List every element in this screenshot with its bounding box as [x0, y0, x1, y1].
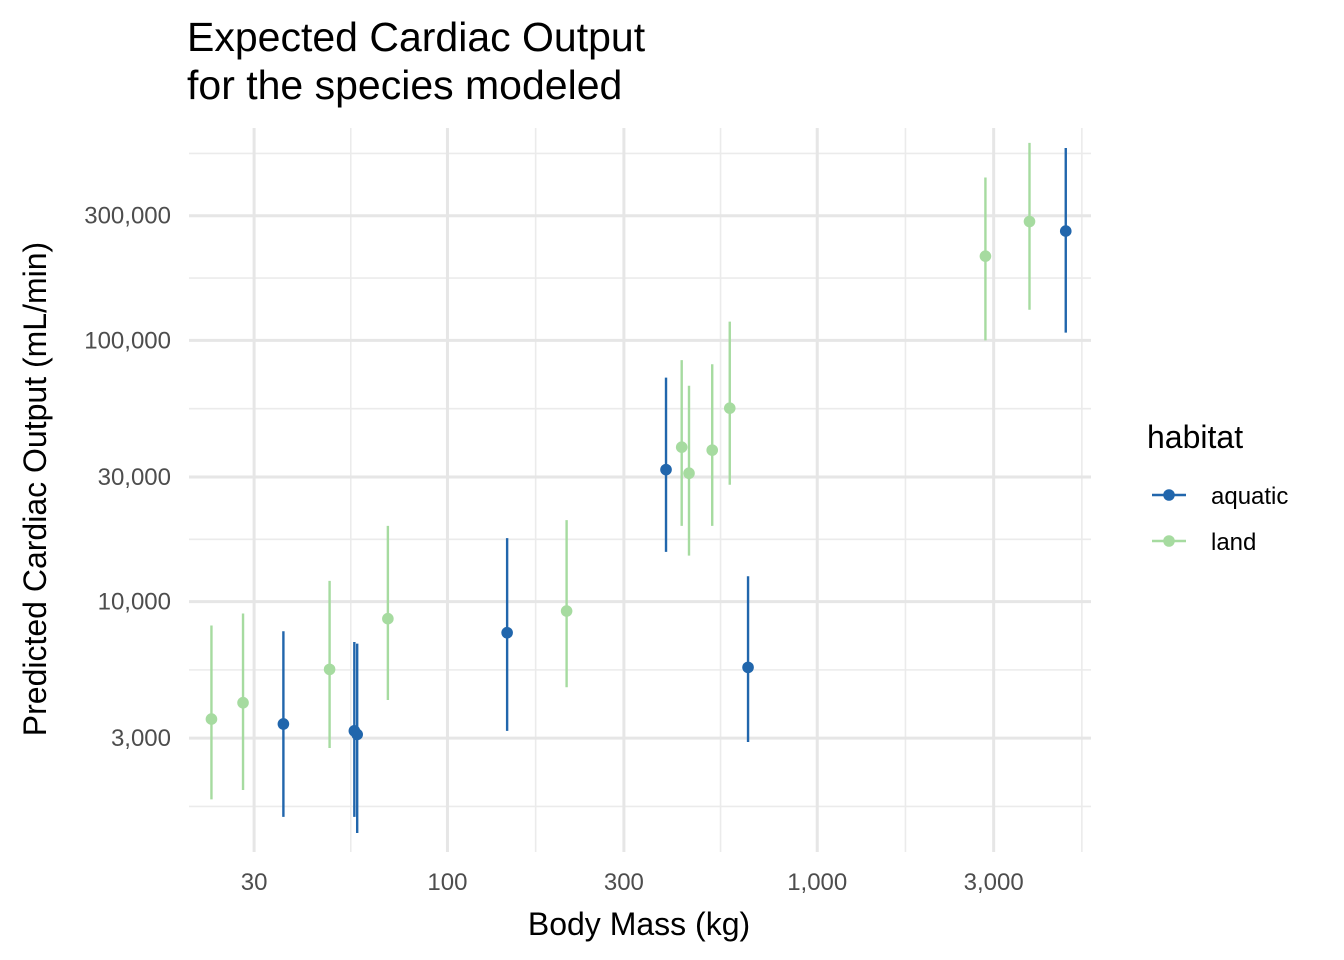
legend: habitat aquatic land — [1147, 419, 1288, 556]
point-land — [706, 444, 719, 456]
point-aquatic — [277, 718, 290, 730]
point-land — [237, 696, 249, 709]
x-tick-labels: 30 100 300 1,000 3,000 — [241, 869, 1024, 896]
data-marks — [205, 142, 1072, 834]
point-land — [323, 663, 336, 676]
point-aquatic — [501, 626, 513, 639]
point-aquatic — [351, 728, 363, 741]
y-axis-title: Predicted Cardiac Output (mL/min) — [17, 242, 53, 736]
x-tick-label: 100 — [427, 869, 467, 896]
x-tick-label: 30 — [241, 869, 268, 896]
point-aquatic — [660, 463, 672, 476]
legend-title: habitat — [1147, 419, 1243, 455]
y-tick-label: 300,000 — [84, 203, 171, 230]
point-land — [683, 467, 695, 480]
y-tick-label: 10,000 — [98, 589, 171, 616]
y-tick-label: 3,000 — [111, 725, 171, 752]
legend-label-land: land — [1211, 529, 1256, 556]
legend-key-point-aquatic — [1163, 489, 1175, 501]
point-land — [1023, 215, 1036, 228]
minor-gridlines — [189, 128, 1091, 852]
x-tick-label: 300 — [604, 869, 644, 896]
x-tick-label: 1,000 — [787, 869, 847, 896]
point-aquatic — [742, 661, 754, 674]
chart-title-line-2: for the species modeled — [187, 62, 622, 108]
chart-title-line-1: Expected Cardiac Output — [187, 14, 646, 60]
point-land — [979, 250, 992, 262]
x-tick-label: 3,000 — [964, 869, 1024, 896]
y-tick-labels: 3,000 10,000 30,000 100,000 300,000 — [84, 203, 171, 752]
point-land — [723, 402, 736, 414]
legend-label-aquatic: aquatic — [1211, 483, 1288, 510]
point-aquatic — [1059, 225, 1072, 237]
y-tick-label: 30,000 — [98, 464, 171, 491]
legend-key-point-land — [1163, 535, 1175, 547]
point-land — [382, 612, 394, 625]
point-land — [205, 713, 218, 725]
point-land — [560, 605, 573, 617]
y-tick-label: 100,000 — [84, 327, 171, 354]
major-gridlines — [189, 128, 1091, 852]
point-land — [675, 441, 688, 453]
x-axis-title: Body Mass (kg) — [528, 906, 750, 942]
